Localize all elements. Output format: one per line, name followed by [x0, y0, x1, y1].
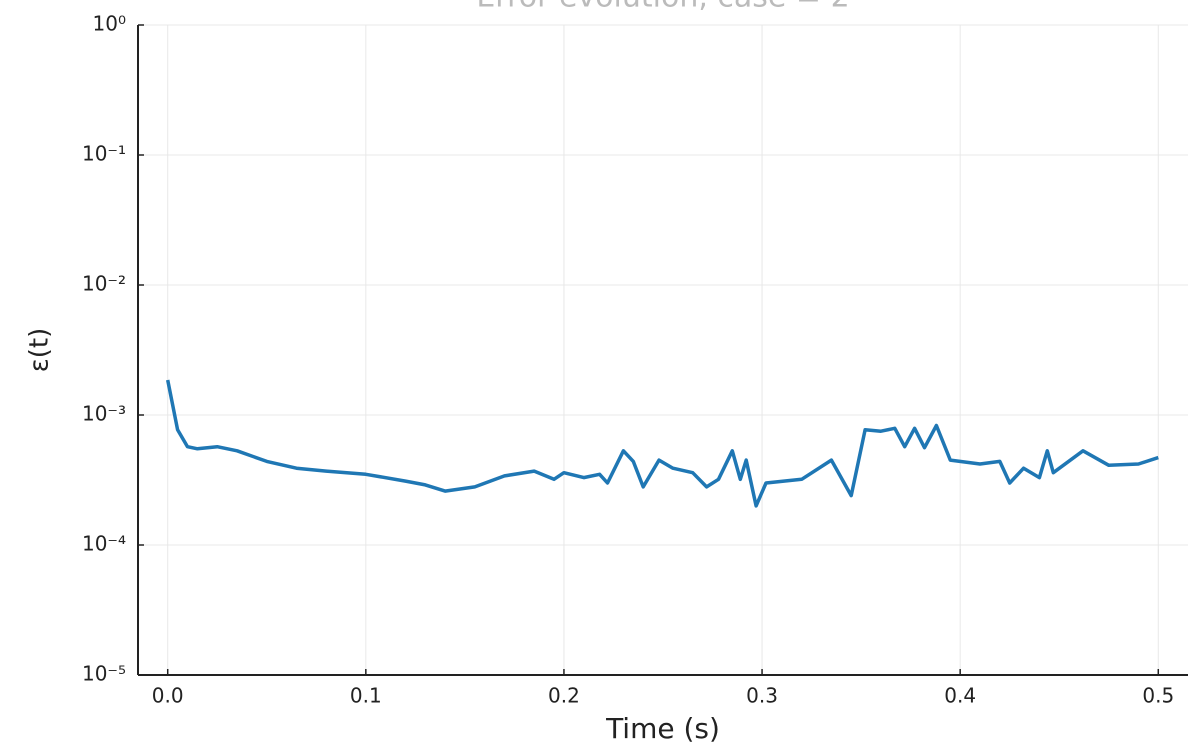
data-line: [165, 379, 1159, 508]
y-tick-label: 10⁻⁵: [82, 662, 126, 686]
y-tick-label: 10⁻¹: [82, 142, 126, 166]
x-tick-label: 0.1: [350, 684, 382, 708]
y-tick-label: 10⁻⁴: [82, 532, 126, 556]
chart-title: Error evolution, case = 2: [476, 0, 849, 15]
y-tick-label: 10⁻³: [82, 402, 126, 426]
x-tick-label: 0.0: [152, 684, 184, 708]
x-tick-label: 0.5: [1142, 684, 1174, 708]
y-axis-label: ε(t): [25, 328, 55, 373]
y-tick-label: 10⁰: [93, 12, 126, 36]
y-tick-label: 10⁻²: [82, 272, 126, 296]
x-tick-label: 0.2: [548, 684, 580, 708]
x-tick-label: 0.3: [746, 684, 778, 708]
x-tick-label: 0.4: [944, 684, 976, 708]
x-axis-label: Time (s): [605, 712, 720, 745]
